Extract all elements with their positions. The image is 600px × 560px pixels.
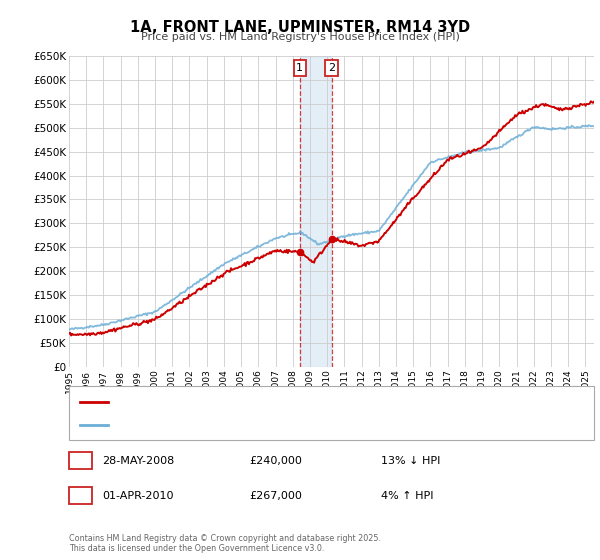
- Text: 4% ↑ HPI: 4% ↑ HPI: [381, 491, 433, 501]
- Text: 01-APR-2010: 01-APR-2010: [102, 491, 173, 501]
- Text: 1: 1: [77, 454, 84, 468]
- Text: 13% ↓ HPI: 13% ↓ HPI: [381, 456, 440, 466]
- Text: Contains HM Land Registry data © Crown copyright and database right 2025.
This d: Contains HM Land Registry data © Crown c…: [69, 534, 381, 553]
- Text: £240,000: £240,000: [249, 456, 302, 466]
- Text: 1: 1: [296, 63, 304, 73]
- Text: Price paid vs. HM Land Registry's House Price Index (HPI): Price paid vs. HM Land Registry's House …: [140, 32, 460, 43]
- Bar: [300, 56, 331, 367]
- Text: 2: 2: [77, 489, 84, 502]
- Text: 2: 2: [328, 63, 335, 73]
- Text: £267,000: £267,000: [249, 491, 302, 501]
- Text: 1A, FRONT LANE, UPMINSTER, RM14 3YD: 1A, FRONT LANE, UPMINSTER, RM14 3YD: [130, 20, 470, 35]
- Text: 1A, FRONT LANE, UPMINSTER, RM14 3YD (semi-detached house): 1A, FRONT LANE, UPMINSTER, RM14 3YD (sem…: [112, 398, 435, 407]
- Text: HPI: Average price, semi-detached house, Havering: HPI: Average price, semi-detached house,…: [112, 419, 370, 430]
- Text: 28-MAY-2008: 28-MAY-2008: [102, 456, 174, 466]
